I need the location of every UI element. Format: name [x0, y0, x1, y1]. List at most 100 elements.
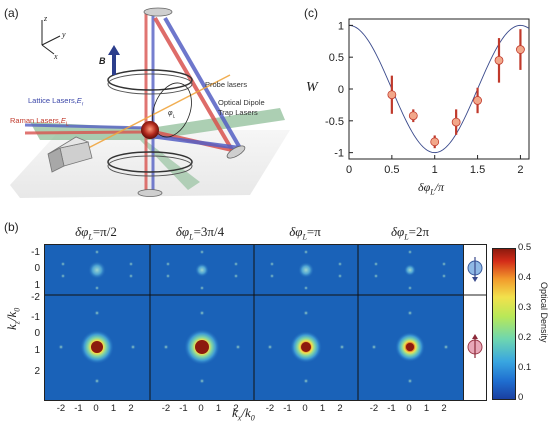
b-xtick-label: 1 [215, 403, 222, 414]
b-ylabel: kz/k0 [4, 307, 22, 330]
axis-y-label: y [62, 30, 66, 39]
b-xtick-label: 2 [441, 403, 447, 414]
b-xtick-label: -1 [283, 403, 292, 414]
data-point [494, 55, 504, 65]
b-column-title: δφL=π/2 [75, 224, 117, 242]
bottom-side-peak [303, 310, 309, 316]
bottom-side-peak [303, 378, 309, 384]
b-column-title: δφL=2π [390, 224, 430, 242]
b-xtick-label: 1 [110, 403, 117, 414]
spin-down-icon [467, 257, 483, 282]
b-ytick-label: -1 [31, 312, 40, 323]
diag-beam-red-1 [153, 16, 234, 152]
camera-icon [47, 136, 93, 173]
b-xtick-label: 1 [319, 403, 326, 414]
b-field-label: B [99, 56, 106, 66]
dipole-label-2: Trap Lasers [218, 108, 258, 117]
top-side-peak [441, 273, 447, 279]
axes-icon [41, 20, 61, 55]
top-side-peak [128, 261, 134, 267]
data-point [516, 45, 525, 54]
schematic-svg [10, 7, 290, 198]
top-side-peak [165, 261, 171, 267]
b-xtick-label: -1 [387, 403, 396, 414]
top-side-peak [407, 285, 413, 291]
data-point [408, 111, 418, 121]
top-side-peak [441, 261, 447, 267]
top-side-peak [60, 273, 66, 279]
top-cloud [195, 263, 209, 277]
c-xtick-label: 1.5 [470, 164, 485, 176]
top-side-peak [165, 273, 171, 279]
top-side-peak [199, 285, 205, 291]
top-cloud [88, 261, 106, 279]
top-side-peak [94, 249, 100, 255]
plot-c-xlabel: δφL/π [418, 180, 445, 197]
c-ytick-label: 0.5 [329, 52, 344, 64]
dipole-label-1: Optical Dipole [218, 98, 265, 107]
coil-top [107, 69, 193, 91]
top-side-peak [94, 285, 100, 291]
colorbar-tick-label: 0.4 [518, 272, 532, 283]
image-grid-svg [45, 245, 463, 400]
bottom-core [195, 340, 209, 354]
b-xtick-label: 2 [233, 403, 239, 414]
b-ytick-label: 1 [34, 345, 40, 356]
plot-c-ylabel: W [306, 80, 318, 95]
probe-lasers-label: Probe lasers [205, 80, 248, 89]
bottom-side-peak [267, 344, 273, 350]
b-ytick-label: 2 [34, 366, 40, 377]
bottom-side-peak [199, 378, 205, 384]
c-xtick-label: 0 [346, 164, 352, 176]
top-side-peak [269, 261, 275, 267]
mirror-bottom [137, 189, 163, 197]
raman-lasers-label: Raman Lasers,EL [10, 116, 69, 128]
plot-c-svg: 0 0.5 1 1.5 2 1 0.5 0 -0.5 -1 [325, 18, 530, 176]
panel-b-label: (b) [4, 220, 19, 234]
spin-up-icon [467, 334, 483, 358]
top-side-peak [373, 261, 379, 267]
c-ytick-label: -1 [334, 148, 344, 160]
b-xtick-label: -2 [265, 403, 275, 414]
b-xtick-label: 1 [423, 403, 430, 414]
bottom-core [406, 343, 414, 351]
bottom-side-peak [407, 378, 413, 384]
b-column-title: δφL=3π/4 [175, 224, 225, 242]
top-side-peak [269, 273, 275, 279]
bottom-side-peak [94, 310, 100, 316]
bottom-side-peak [94, 378, 100, 384]
b-xtick-label: -2 [56, 403, 66, 414]
data-point [473, 96, 482, 105]
bottom-core [91, 341, 103, 353]
bottom-side-peak [163, 344, 169, 350]
c-ytick-label: -0.5 [325, 116, 344, 128]
c-xtick-label: 0.5 [384, 164, 399, 176]
b-xtick-label: 0 [93, 403, 99, 414]
b-xtick-label: 0 [302, 403, 308, 414]
phi-ellipse [152, 82, 192, 138]
b-xlabel: kx/k0 [232, 405, 255, 423]
bottom-side-peak [371, 344, 377, 350]
b-xtick-label: 0 [406, 403, 412, 414]
axis-x-label: x [54, 52, 58, 61]
phi-label: φL [168, 110, 176, 119]
top-cloud [404, 264, 416, 276]
atom-cloud [141, 121, 159, 139]
colorbar [492, 248, 516, 400]
h-beam-red [24, 130, 151, 135]
b-xtick-label: -2 [369, 403, 379, 414]
top-side-peak [303, 249, 309, 255]
top-side-peak [337, 261, 343, 267]
spin-indicator-box [463, 244, 487, 401]
panel-a-label: (a) [4, 6, 19, 20]
coil-bottom [107, 151, 193, 173]
b-xtick-label: 2 [337, 403, 343, 414]
top-side-peak [233, 273, 239, 279]
top-cloud [298, 262, 314, 278]
b-ytick-label: -2 [31, 292, 40, 303]
bottom-side-peak [339, 344, 345, 350]
data-point [451, 117, 461, 127]
spin-icons [464, 257, 486, 358]
c-ytick-label: 0 [338, 84, 344, 96]
bottom-side-peak [235, 344, 241, 350]
